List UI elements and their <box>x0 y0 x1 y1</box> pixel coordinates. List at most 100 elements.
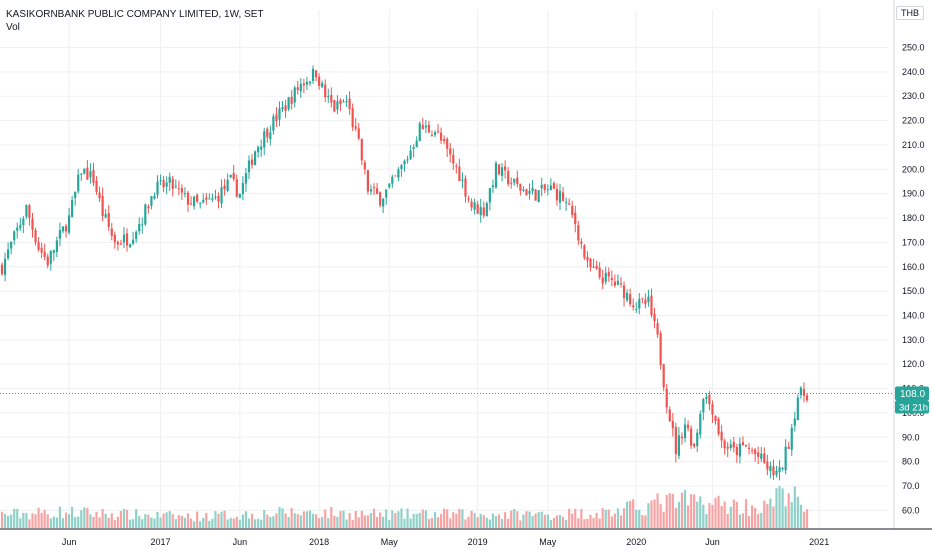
candle-body <box>543 184 546 190</box>
candle-body <box>790 427 793 450</box>
candle-body <box>754 449 757 455</box>
volume-bar <box>229 517 232 528</box>
candle-body <box>446 139 449 149</box>
candle-body <box>537 190 540 202</box>
candle-body <box>229 174 232 178</box>
volume-bar <box>403 518 406 528</box>
candle-body <box>674 427 677 455</box>
candle-body <box>778 467 781 473</box>
candle-body <box>64 225 68 232</box>
volume-bar <box>586 518 589 528</box>
candle-body <box>622 285 626 299</box>
candle-body <box>302 83 305 86</box>
candle-body <box>705 396 708 399</box>
candle-body <box>717 418 720 434</box>
volume-bar <box>805 509 809 528</box>
chart-legend: KASIKORNBANK PUBLIC COMPANY LIMITED, 1W,… <box>6 8 263 34</box>
volume-bar <box>379 512 382 528</box>
volume-bar <box>19 518 22 528</box>
candle-body <box>189 203 193 205</box>
volume-bar <box>424 510 427 528</box>
volume-bar <box>372 508 376 528</box>
volume-bar <box>406 508 409 528</box>
candle-body <box>391 176 394 184</box>
candle-body <box>250 159 254 165</box>
volume-bar <box>641 515 644 528</box>
candle-body <box>40 247 43 253</box>
volume-bar <box>67 514 71 528</box>
candle-body <box>6 249 10 259</box>
candle-body <box>28 205 31 218</box>
candle-body <box>266 128 269 138</box>
candle-body <box>766 461 769 470</box>
last-price-badge <box>895 386 929 401</box>
volume-bar <box>113 520 116 528</box>
last-price-badges: 108.0 3d 21h <box>0 386 929 414</box>
volume-bar <box>476 517 479 528</box>
y-tick-label: 160.0 <box>902 262 925 272</box>
candle-body <box>500 167 504 176</box>
candle-body <box>708 394 711 405</box>
volume-bar <box>193 521 196 528</box>
volume-bar <box>132 519 135 528</box>
candle-body <box>211 198 214 200</box>
volume-bar <box>680 492 684 528</box>
volume-bar <box>665 494 668 528</box>
volume-bar <box>144 514 147 528</box>
candle-body <box>418 123 421 141</box>
candle-body <box>89 171 92 178</box>
volume-bar <box>796 496 799 528</box>
volume-bar <box>397 511 400 528</box>
candle-body <box>260 146 263 150</box>
volume-bar <box>311 513 315 528</box>
volume-bar <box>382 516 385 528</box>
volume-bar <box>622 508 626 528</box>
volume-bar <box>168 511 171 528</box>
y-tick-label: 70.0 <box>902 481 920 491</box>
candle-body <box>330 94 333 103</box>
candle-body <box>577 225 580 241</box>
volume-bar <box>604 509 607 528</box>
volume-bar <box>28 519 31 528</box>
volume-bar <box>638 509 641 528</box>
candle-body <box>461 179 464 181</box>
volume-bar <box>269 516 272 528</box>
candle-body <box>421 125 424 130</box>
volume-bars <box>0 486 809 528</box>
currency-badge[interactable]: THB <box>896 6 924 20</box>
volume-bar <box>595 512 598 528</box>
volume-bar <box>635 509 638 528</box>
candle-body <box>723 440 726 449</box>
candle-body <box>452 154 455 164</box>
candle-body <box>656 323 659 335</box>
candle-body <box>19 224 22 229</box>
candle-body <box>476 204 479 214</box>
candle-body <box>196 194 199 202</box>
candle-body <box>668 409 671 422</box>
candle-body <box>635 309 638 311</box>
volume-bar <box>107 517 110 528</box>
candle-body <box>516 177 519 184</box>
volume-bar <box>211 518 214 528</box>
volume-bar <box>290 507 293 528</box>
volume-bar <box>717 495 720 528</box>
candle-body <box>433 132 437 136</box>
candle-body <box>104 214 107 218</box>
volume-bar <box>354 510 357 528</box>
volume-bar <box>647 503 650 528</box>
candle-body <box>366 170 370 192</box>
volume-bar <box>253 519 257 528</box>
x-tick-label: Jun <box>62 537 77 547</box>
candle-body <box>275 114 278 122</box>
candle-body <box>80 173 83 175</box>
grid <box>0 10 888 528</box>
candle-body <box>464 178 467 197</box>
volume-bar <box>461 509 464 528</box>
y-tick-label: 250.0 <box>902 42 925 52</box>
candle-body <box>397 169 400 178</box>
candle-body <box>610 278 613 281</box>
candle-body <box>793 418 796 426</box>
candle-body <box>74 191 77 199</box>
volume-bar <box>702 504 705 528</box>
